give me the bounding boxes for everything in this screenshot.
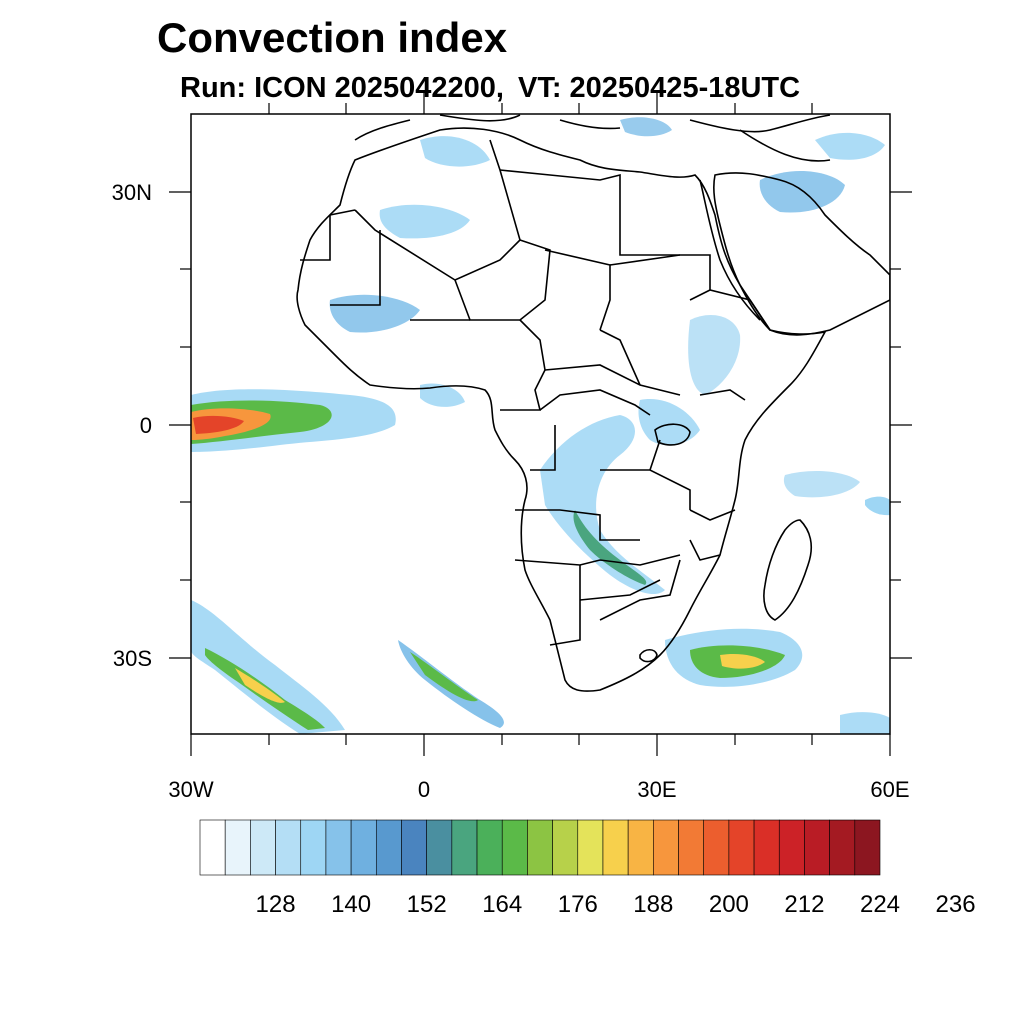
lon-label-30w: 30W: [168, 777, 213, 802]
field-arabia: [759, 170, 845, 213]
arabia-coastline: [713, 172, 890, 336]
convection-field: [191, 117, 890, 734]
lat-label-30n: 30N: [112, 180, 152, 205]
lat-label-30s: 30S: [113, 646, 152, 671]
field-south-atlantic: [191, 600, 345, 734]
colorbar-swatch: [426, 819, 453, 876]
lat-label-0: 0: [140, 413, 152, 438]
colorbar-swatch: [199, 819, 226, 876]
map-subtitle: Run: ICON 2025042200, VT: 20250425-18UTC: [180, 72, 800, 105]
colorbar-swatch: [300, 819, 327, 876]
colorbar: [199, 819, 881, 876]
colorbar-swatch: [653, 819, 679, 876]
colorbar-swatch: [224, 819, 251, 876]
run-label: Run: ICON 2025042200,: [180, 72, 504, 104]
colorbar-swatch: [325, 819, 352, 876]
colorbar-swatch: [728, 819, 755, 876]
colorbar-label: 140: [331, 891, 371, 918]
lon-label-0: 0: [418, 777, 430, 802]
colorbar-label: 200: [709, 891, 749, 918]
colorbar-swatch: [552, 819, 579, 876]
colorbar-swatch: [501, 819, 528, 876]
colorbar-swatch: [627, 819, 654, 876]
colorbar-swatch: [678, 819, 705, 876]
colorbar-swatch: [804, 819, 830, 876]
field-indian-ocean: [783, 470, 860, 498]
colorbar-label: 236: [936, 891, 976, 918]
colorbar-swatch: [829, 819, 856, 876]
africa-coastline: [296, 127, 827, 692]
valid-time-label: VT: 20250425-18UTC: [517, 72, 801, 104]
field-central-africa: [540, 415, 665, 595]
field-west-africa: [329, 294, 420, 333]
colorbar-swatch: [577, 819, 604, 876]
colorbar-label: 152: [407, 891, 447, 918]
colorbar-label: 212: [784, 891, 824, 918]
colorbar-label: 128: [256, 891, 296, 918]
colorbar-swatch: [350, 819, 377, 876]
colorbar-swatch: [401, 819, 427, 876]
colorbar-swatch: [275, 819, 302, 876]
colorbar-label: 188: [633, 891, 673, 918]
colorbar-labels: 128 140 152 164 176 188 200 212 224 236: [256, 891, 976, 918]
colorbar-swatch: [375, 819, 402, 876]
colorbar-swatch: [476, 819, 503, 876]
madagascar-coastline: [763, 519, 812, 621]
colorbar-swatch: [703, 819, 730, 876]
colorbar-label: 224: [860, 891, 900, 918]
colorbar-swatch: [778, 819, 805, 876]
lon-label-60e: 60E: [870, 777, 909, 802]
coastlines: [296, 114, 890, 692]
colorbar-swatch: [527, 819, 553, 876]
colorbar-swatch: [451, 819, 478, 876]
map-title: Convection index: [157, 14, 508, 61]
map-frame: [190, 113, 891, 735]
field-east-africa: [688, 315, 741, 395]
colorbar-label: 176: [558, 891, 598, 918]
axis-ticks: [169, 92, 912, 756]
colorbar-swatch: [854, 819, 881, 876]
lon-label-30e: 30E: [637, 777, 676, 802]
colorbar-swatch: [250, 819, 276, 876]
colorbar-label: 164: [482, 891, 522, 918]
colorbar-swatch: [753, 819, 780, 876]
colorbar-swatch: [602, 819, 629, 876]
